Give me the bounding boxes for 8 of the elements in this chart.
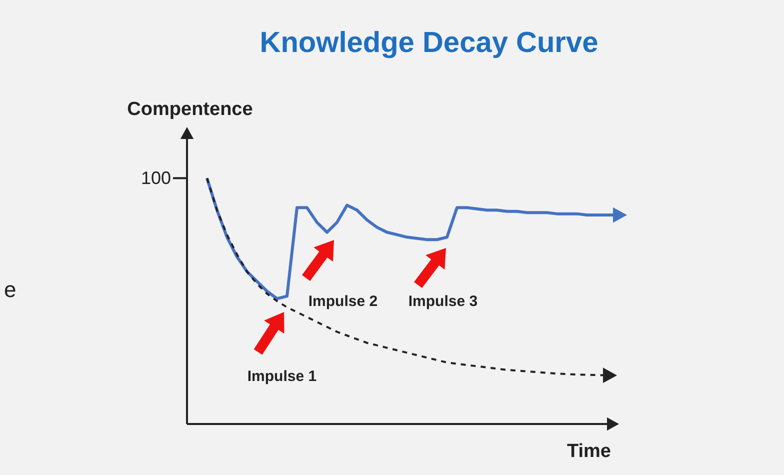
annotation: Impulse 2	[308, 293, 378, 310]
x-axis-title: Time	[566, 441, 612, 462]
y-axis-title: Compentence	[127, 99, 253, 120]
chart-title: Knowledge Decay Curve	[260, 27, 598, 59]
text: 100	[140, 168, 171, 188]
annotation: Impulse 1	[247, 368, 317, 385]
annotation: Impulse 3	[408, 293, 478, 310]
text: e	[4, 277, 16, 302]
